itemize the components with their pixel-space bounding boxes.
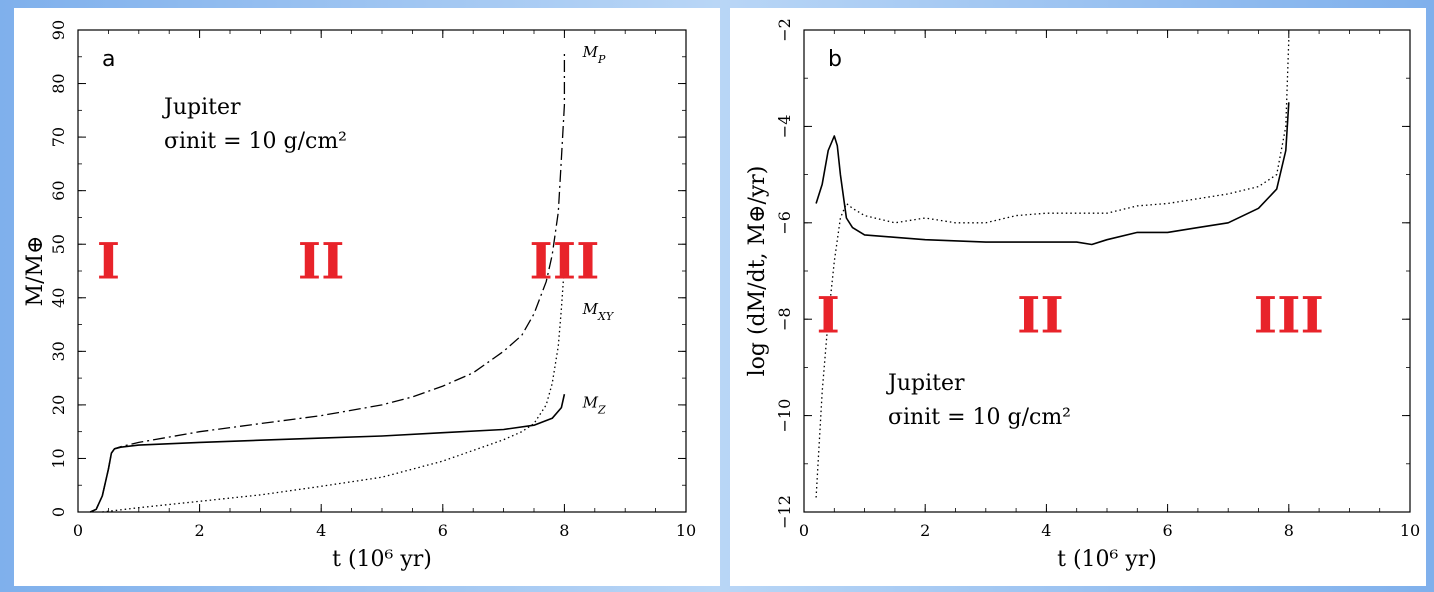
x-tick-label: 6 — [438, 521, 448, 540]
phase-label: III — [529, 231, 599, 290]
x-tick-label: 0 — [73, 521, 83, 540]
series-line-m-p — [89, 51, 566, 513]
y-tick-label: 80 — [49, 73, 68, 93]
x-tick-label: 0 — [799, 521, 809, 540]
x-axis-label: t (10⁶ yr) — [1057, 547, 1157, 572]
phase-label: I — [817, 285, 840, 344]
panel-letter: b — [828, 47, 842, 72]
x-tick-label: 2 — [920, 521, 930, 540]
x-tick-label: 8 — [559, 521, 569, 540]
chart-b-svg: 0 2 4 6 8 10 −12 −10 −8 −6 −4 −2 t (10⁶ yr) log (dM/d… — [745, 18, 1420, 572]
phase-label: II — [298, 231, 345, 290]
x-tick-label: 8 — [1284, 521, 1294, 540]
y-tick-label: −8 — [775, 307, 794, 331]
y-tick-label: 90 — [49, 20, 68, 40]
plot-frame — [803, 29, 1411, 513]
y-tick-label: −12 — [775, 495, 794, 529]
x-tick-label: 10 — [676, 521, 696, 540]
y-tick-label: −2 — [775, 18, 794, 42]
y-tick-label: 60 — [49, 180, 68, 200]
panel-a: 0 2 4 6 8 10 0 10 20 30 40 50 60 70 80 90 t (10⁶ yr) M/M⊕… — [14, 8, 720, 586]
x-tick-label: 6 — [1163, 521, 1173, 540]
series-label: MP — [582, 43, 606, 66]
x-tick-label: 10 — [1400, 521, 1420, 540]
phase-label: II — [1017, 285, 1064, 344]
y-tick-label: 20 — [49, 395, 68, 415]
annotation-line: Jupiter — [162, 95, 241, 120]
series-label: MZ — [582, 394, 606, 417]
y-tick-label: 70 — [49, 127, 68, 147]
panel-letter: a — [102, 47, 115, 72]
panel-b: 0 2 4 6 8 10 −12 −10 −8 −6 −4 −2 t (10⁶ yr) log (dM/d… — [730, 8, 1426, 586]
x-tick-label: 2 — [195, 521, 205, 540]
series-label: MXY — [582, 300, 615, 323]
x-axis-label: t (10⁶ yr) — [332, 547, 432, 572]
phase-label: I — [97, 231, 120, 290]
annotation-line: Jupiter — [886, 371, 965, 396]
y-tick-label: 40 — [49, 288, 68, 308]
y-tick-label: 30 — [49, 341, 68, 361]
y-tick-label: 50 — [49, 234, 68, 254]
y-axis-label: log (dM/dt, M⊕/yr) — [745, 166, 770, 377]
series-line-m-z — [89, 394, 566, 513]
phase-label: III — [1254, 285, 1324, 344]
series-line-m-xy — [102, 265, 566, 513]
y-tick-label: −10 — [775, 399, 794, 433]
y-tick-label: 0 — [49, 507, 68, 517]
y-axis-label: M/M⊕ — [23, 236, 48, 307]
series-line-solid — [815, 102, 1290, 246]
y-tick-label: 10 — [49, 448, 68, 468]
chart-a-svg: 0 2 4 6 8 10 0 10 20 30 40 50 60 70 80 90 t (10⁶ yr) M/M⊕… — [23, 20, 696, 572]
y-tick-label: −4 — [775, 115, 794, 139]
annotation-line: σinit = 10 g/cm² — [164, 129, 347, 154]
annotation-line: σinit = 10 g/cm² — [888, 405, 1071, 430]
y-tick-label: −6 — [775, 211, 794, 235]
x-tick-label: 4 — [1041, 521, 1051, 540]
x-tick-label: 4 — [316, 521, 326, 540]
